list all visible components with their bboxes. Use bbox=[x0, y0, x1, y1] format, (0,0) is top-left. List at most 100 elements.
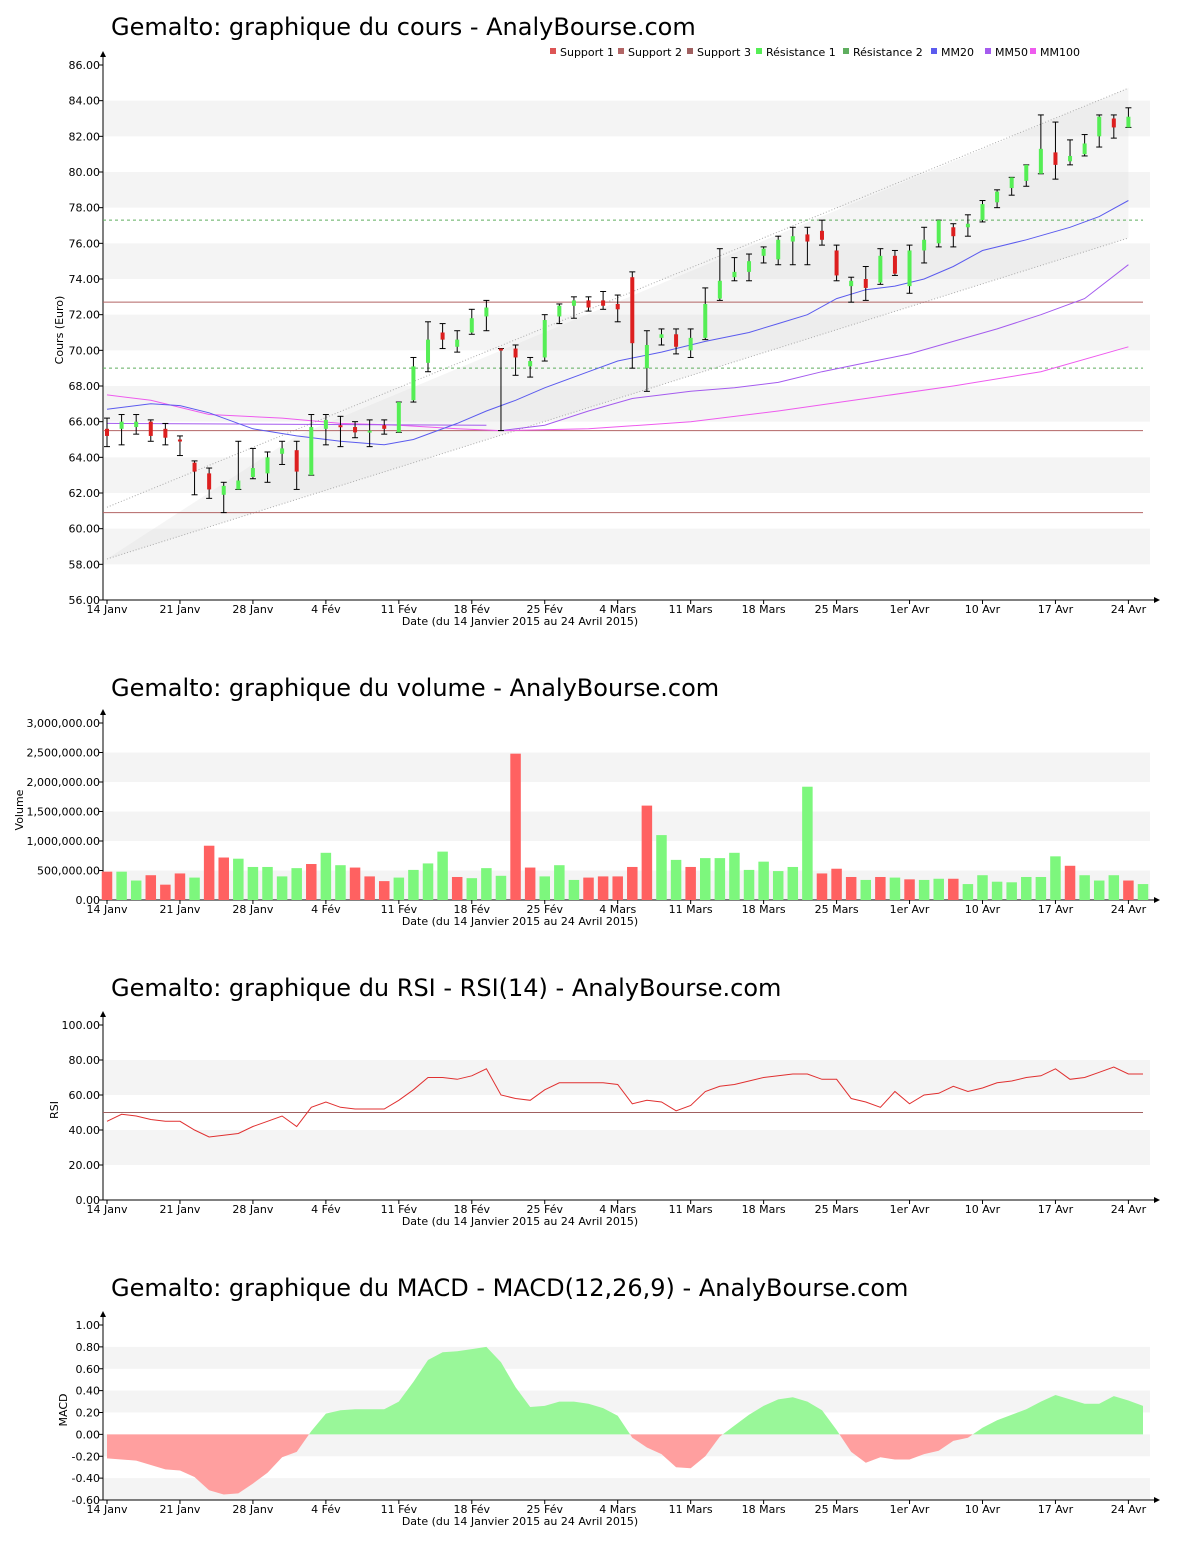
volume-y-axis-arrow bbox=[100, 709, 106, 715]
price-x-tick-label: 10 Avr bbox=[965, 603, 1001, 616]
volume-x-tick-label: 24 Avr bbox=[1111, 903, 1147, 916]
macd-x-tick-label: 25 Mars bbox=[815, 1503, 859, 1516]
macd-x-tick-label: 11 Mars bbox=[669, 1503, 713, 1516]
mm50-line bbox=[500, 264, 1129, 432]
candle-body bbox=[192, 462, 197, 472]
volume-bar bbox=[335, 865, 346, 900]
macd-area-negative bbox=[107, 1434, 309, 1495]
rsi-grid-band bbox=[103, 1130, 1150, 1165]
candle-body bbox=[367, 430, 372, 433]
volume-grid-band bbox=[103, 752, 1150, 782]
candle-body bbox=[980, 204, 985, 221]
volume-x-tick-label: 1er Avr bbox=[890, 903, 930, 916]
macd-y-tick-label: 1.00 bbox=[76, 1319, 101, 1332]
candle-body bbox=[1097, 116, 1102, 137]
macd-y-tick-label: 0.20 bbox=[76, 1407, 101, 1420]
price-y-tick-label: 82.00 bbox=[69, 130, 101, 143]
price-xlabel: Date (du 14 Janvier 2015 au 24 Avril 201… bbox=[402, 615, 638, 628]
macd-area-positive bbox=[722, 1397, 840, 1435]
rsi-y-tick-label: 60.00 bbox=[69, 1089, 101, 1102]
price-y-tick-label: 78.00 bbox=[69, 202, 101, 215]
macd-y-axis-arrow bbox=[100, 1311, 106, 1317]
candle-body bbox=[528, 361, 533, 367]
macd-x-tick-label: 11 Fév bbox=[381, 1503, 418, 1516]
macd-x-tick-label: 4 Fév bbox=[311, 1503, 341, 1516]
rsi-y-axis-arrow bbox=[100, 1011, 106, 1017]
rsi-xlabel: Date (du 14 Janvier 2015 au 24 Avril 201… bbox=[402, 1215, 638, 1228]
candle-body bbox=[236, 480, 241, 490]
price-y-tick-label: 86.00 bbox=[69, 59, 101, 72]
rsi-x-tick-label: 11 Mars bbox=[669, 1203, 713, 1216]
volume-xlabel: Date (du 14 Janvier 2015 au 24 Avril 201… bbox=[402, 915, 638, 928]
legend-swatch bbox=[687, 48, 693, 54]
rsi-chart-title: Gemalto: graphique du RSI - RSI(14) - An… bbox=[111, 974, 781, 1002]
candle-body bbox=[498, 348, 503, 351]
macd-x-tick-label: 4 Mars bbox=[599, 1503, 636, 1516]
candle-body bbox=[382, 425, 387, 429]
volume-x-tick-label: 28 Janv bbox=[232, 903, 273, 916]
rsi-x-tick-label: 21 Janv bbox=[159, 1203, 200, 1216]
candle-body bbox=[805, 234, 810, 242]
price-y-tick-label: 74.00 bbox=[69, 273, 101, 286]
volume-bar bbox=[510, 753, 521, 900]
candle-body bbox=[280, 448, 285, 454]
rsi-x-tick-label: 10 Avr bbox=[965, 1203, 1001, 1216]
legend-label: Support 2 bbox=[628, 46, 682, 59]
price-y-tick-label: 58.00 bbox=[69, 558, 101, 571]
candle-body bbox=[907, 250, 912, 287]
volume-bar bbox=[860, 879, 872, 900]
volume-bar bbox=[714, 858, 726, 900]
macd-area-positive bbox=[309, 1346, 631, 1435]
candle-body bbox=[557, 305, 562, 317]
price-x-tick-label: 4 Mars bbox=[599, 603, 636, 616]
rsi-x-tick-label: 18 Fév bbox=[454, 1203, 491, 1216]
volume-bar bbox=[1108, 875, 1120, 900]
volume-bar bbox=[845, 876, 857, 900]
volume-bar bbox=[831, 868, 842, 900]
volume-bar bbox=[539, 876, 550, 900]
volume-bar bbox=[408, 869, 419, 900]
volume-chart-title: Gemalto: graphique du volume - AnalyBour… bbox=[111, 674, 719, 702]
macd-ylabel: MACD bbox=[57, 1394, 70, 1427]
candle-body bbox=[630, 277, 635, 344]
candle-body bbox=[221, 485, 226, 495]
rsi-x-tick-label: 28 Janv bbox=[232, 1203, 273, 1216]
volume-x-tick-label: 11 Fév bbox=[381, 903, 418, 916]
volume-bar bbox=[1064, 865, 1076, 900]
price-grid-band bbox=[103, 528, 1150, 565]
volume-bar bbox=[1035, 876, 1047, 900]
volume-bar bbox=[568, 879, 580, 900]
volume-y-tick-label: 1,000,000.00 bbox=[27, 835, 100, 848]
rsi-x-tick-label: 14 Janv bbox=[87, 1203, 128, 1216]
volume-bar bbox=[991, 881, 1003, 900]
volume-bar bbox=[145, 875, 157, 900]
macd-x-axis-arrow bbox=[1154, 1497, 1160, 1503]
candle-body bbox=[761, 248, 766, 256]
volume-bar bbox=[743, 869, 755, 900]
volume-bar bbox=[437, 851, 448, 900]
price-x-tick-label: 25 Fév bbox=[526, 603, 563, 616]
volume-x-tick-label: 11 Mars bbox=[669, 903, 713, 916]
volume-bar bbox=[977, 875, 988, 900]
price-grid-band bbox=[103, 386, 1150, 422]
candle-body bbox=[834, 250, 839, 276]
volume-bar bbox=[349, 867, 361, 900]
price-y-tick-label: 80.00 bbox=[69, 166, 101, 179]
candle-body bbox=[1053, 152, 1058, 165]
price-y-tick-label: 76.00 bbox=[69, 237, 101, 250]
candle-body bbox=[513, 348, 518, 358]
macd-grid-band bbox=[103, 1346, 1150, 1369]
volume-grid-band bbox=[103, 811, 1150, 841]
price-grid-band bbox=[103, 172, 1150, 208]
volume-bar bbox=[889, 877, 901, 900]
price-x-tick-label: 17 Avr bbox=[1038, 603, 1074, 616]
price-x-tick-label: 11 Fév bbox=[381, 603, 418, 616]
volume-bar bbox=[262, 866, 273, 900]
volume-x-tick-label: 25 Fév bbox=[526, 903, 563, 916]
macd-y-tick-label: 0.40 bbox=[76, 1385, 101, 1398]
rsi-x-tick-label: 18 Mars bbox=[742, 1203, 786, 1216]
macd-area-positive bbox=[972, 1395, 1143, 1435]
macd-x-tick-label: 1er Avr bbox=[890, 1503, 930, 1516]
volume-bar bbox=[597, 876, 609, 900]
macd-area-negative bbox=[839, 1434, 973, 1463]
